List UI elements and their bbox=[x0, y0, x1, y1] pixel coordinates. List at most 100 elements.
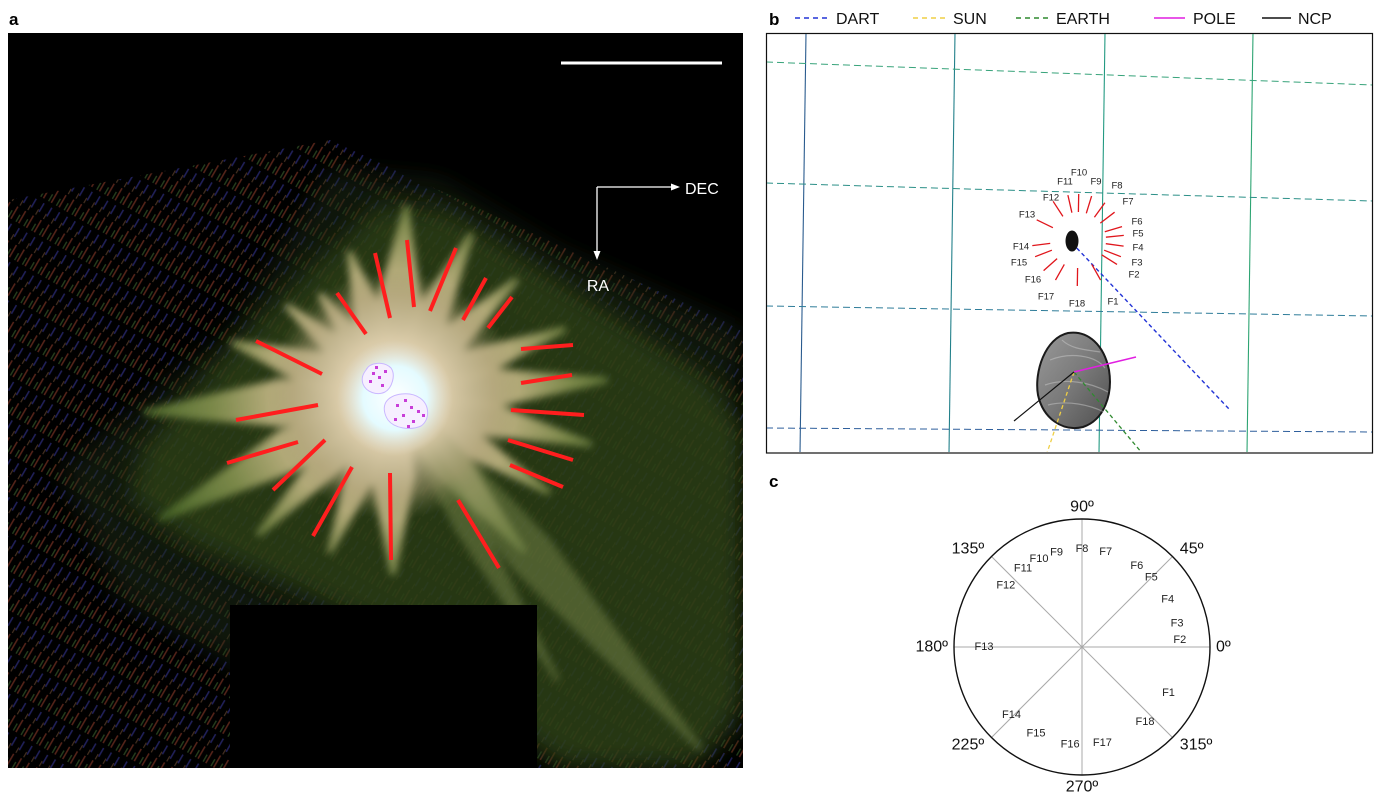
angle-label: 180º bbox=[915, 639, 948, 656]
feature-label: F16 bbox=[1061, 738, 1080, 750]
feature-marker-line bbox=[311, 466, 354, 537]
feature-marker-line bbox=[1054, 264, 1065, 281]
asteroid-texture bbox=[1044, 339, 1109, 413]
feature-marker-line bbox=[1099, 211, 1115, 224]
angle-label: 0º bbox=[1216, 639, 1231, 656]
feature-label: F4 bbox=[1132, 243, 1143, 254]
asteroid-body bbox=[1036, 331, 1111, 429]
panel-a-letter: a bbox=[9, 10, 19, 29]
feature-label: F1 bbox=[1162, 687, 1175, 699]
feature-marker-line bbox=[1032, 242, 1051, 247]
feature-label: F12 bbox=[996, 579, 1015, 591]
saturated-pixel bbox=[396, 404, 399, 407]
feature-marker-line bbox=[456, 498, 501, 570]
feature-label: F7 bbox=[1122, 197, 1133, 208]
angle-label: 135º bbox=[952, 541, 985, 558]
feature-label: F2 bbox=[1173, 634, 1186, 646]
polar-grid bbox=[954, 519, 1210, 775]
feature-label: F17 bbox=[1093, 737, 1112, 749]
angle-label: 45º bbox=[1180, 541, 1204, 558]
feature-label: F12 bbox=[1043, 193, 1059, 204]
polar-grid-line bbox=[991, 646, 1083, 738]
feature-marker-line bbox=[335, 291, 368, 336]
feature-label: F18 bbox=[1069, 299, 1085, 310]
feature-label: F6 bbox=[1130, 560, 1143, 572]
dart-direction-line bbox=[1071, 242, 1230, 410]
grid-line-vertical bbox=[1246, 34, 1254, 452]
feature-marker-line bbox=[405, 239, 416, 308]
feature-marker-line bbox=[1034, 249, 1053, 258]
feature-marker-line bbox=[271, 438, 327, 492]
feature-label: F6 bbox=[1131, 217, 1142, 228]
legend-item-earth: EARTH bbox=[1016, 11, 1110, 28]
saturated-pixel bbox=[422, 414, 425, 417]
polar-circle bbox=[953, 518, 1211, 776]
feature-marker-line bbox=[509, 463, 564, 489]
feature-marker-line bbox=[1036, 219, 1054, 229]
feature-label: F10 bbox=[1071, 168, 1087, 179]
feature-marker-line bbox=[1105, 234, 1124, 238]
feature-label: F13 bbox=[975, 641, 994, 653]
feature-label: F11 bbox=[1057, 177, 1073, 188]
feature-marker-line bbox=[1093, 202, 1106, 218]
coordinate-grid bbox=[767, 34, 1372, 452]
grid-line-horizontal bbox=[767, 305, 1372, 317]
saturated-pixels bbox=[369, 366, 425, 428]
legend-label: POLE bbox=[1193, 11, 1236, 28]
pole-direction-line bbox=[1073, 356, 1137, 373]
feature-label: F17 bbox=[1038, 292, 1054, 303]
feature-marker-line bbox=[520, 373, 573, 385]
panel-b-letter: b bbox=[769, 10, 779, 29]
grid-line-horizontal bbox=[767, 61, 1372, 86]
feature-marker-line bbox=[226, 440, 299, 465]
feature-label: F8 bbox=[1076, 543, 1089, 555]
feature-marker-line bbox=[486, 295, 514, 330]
feature-marker-line bbox=[1105, 243, 1124, 247]
feature-label: F14 bbox=[1002, 709, 1021, 721]
angle-labels: 0º 45º 90º 135º 180º 225º 270º 315º bbox=[915, 499, 1230, 796]
earth-direction-line bbox=[1073, 371, 1143, 452]
feature-marker-line bbox=[1091, 264, 1102, 281]
saturated-pixel bbox=[372, 372, 375, 375]
compass: DEC RA bbox=[587, 181, 719, 295]
feature-marker-line bbox=[235, 403, 319, 422]
angle-label: 315º bbox=[1180, 736, 1213, 753]
feature-markers-a bbox=[226, 239, 585, 570]
saturated-pixel bbox=[410, 406, 413, 409]
grid-line-horizontal bbox=[767, 427, 1372, 433]
feature-label: F3 bbox=[1131, 258, 1142, 269]
feature-marker-line bbox=[1052, 200, 1064, 217]
saturated-pixel bbox=[375, 366, 378, 369]
dimorphos-silhouette bbox=[1065, 230, 1079, 252]
polar-grid-line bbox=[1081, 556, 1173, 648]
feature-label: F5 bbox=[1145, 572, 1158, 584]
legend-label: SUN bbox=[953, 11, 987, 28]
saturated-pixel bbox=[394, 418, 397, 421]
feature-label: F9 bbox=[1090, 177, 1101, 188]
legend-label: EARTH bbox=[1056, 11, 1110, 28]
feature-label: F18 bbox=[1136, 716, 1155, 728]
saturated-pixel bbox=[381, 384, 384, 387]
legend-item-pole: POLE bbox=[1154, 11, 1236, 28]
saturated-pixel bbox=[369, 380, 372, 383]
saturated-pixel bbox=[384, 370, 387, 373]
panel-c-letter: c bbox=[769, 472, 778, 491]
feature-label: F16 bbox=[1025, 275, 1041, 286]
feature-marker-line bbox=[388, 472, 393, 561]
feature-marker-line bbox=[520, 343, 574, 351]
saturated-pixel bbox=[378, 376, 381, 379]
sun-direction-line bbox=[1046, 371, 1075, 452]
feature-label: F13 bbox=[1019, 210, 1035, 221]
feature-label: F15 bbox=[1011, 258, 1027, 269]
feature-label: F1 bbox=[1107, 297, 1118, 308]
angle-label: 225º bbox=[952, 736, 985, 753]
feature-marker-line bbox=[428, 247, 458, 312]
feature-marker-line bbox=[1103, 249, 1122, 258]
feature-label: F5 bbox=[1132, 229, 1143, 240]
feature-label: F15 bbox=[1027, 728, 1046, 740]
panel-b-legend: DART SUN EARTH POLE NCP bbox=[795, 11, 1332, 28]
